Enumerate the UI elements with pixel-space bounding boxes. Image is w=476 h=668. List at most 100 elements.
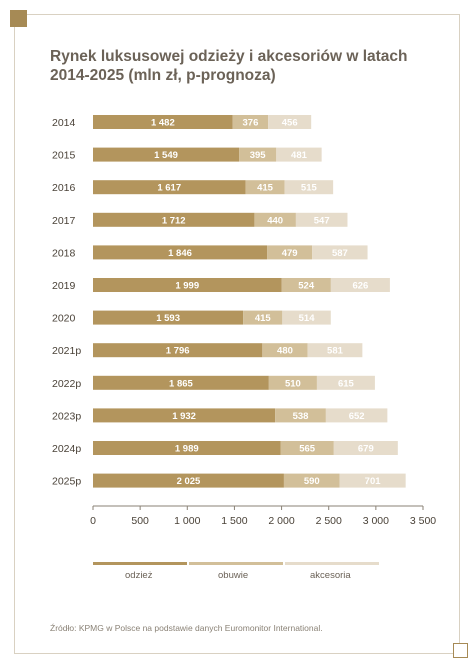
- bar-segment-1: [245, 180, 285, 195]
- bar-segment-1: [268, 375, 317, 390]
- data-label: 1 999: [175, 281, 199, 292]
- bar-segment-2: [339, 473, 406, 488]
- bar-segment-2: [325, 408, 388, 423]
- data-label: 1 617: [157, 183, 181, 194]
- data-label: 1 712: [162, 215, 186, 226]
- bar-segment-1: [283, 473, 340, 488]
- bar-segment-1: [275, 408, 326, 423]
- chart-frame: [14, 14, 460, 654]
- bar-segment-0: [93, 375, 269, 390]
- bar-segment-2: [333, 441, 398, 455]
- data-label: 456: [282, 118, 298, 129]
- bar-segment-0: [93, 212, 255, 227]
- data-label: 514: [299, 313, 316, 324]
- bar-segment-1: [267, 245, 313, 260]
- data-label: 1 846: [168, 248, 192, 259]
- bar-segment-1: [243, 310, 283, 325]
- bar-segment-0: [93, 115, 233, 129]
- bar-segment-0: [93, 180, 246, 195]
- chart-title: Rynek luksusowej odzieży i akcesoriów w …: [50, 48, 408, 84]
- bar-segment-1: [280, 441, 334, 455]
- bar-segment-1: [281, 278, 331, 292]
- corner-square-outline-decoration: [453, 643, 468, 658]
- data-label: 1 989: [175, 444, 199, 455]
- x-tick-label: 2 500: [316, 515, 342, 527]
- data-label: 1 796: [166, 346, 190, 357]
- data-label: 1 593: [156, 313, 180, 324]
- bar-segment-0: [93, 147, 240, 162]
- x-tick-label: 3 000: [363, 515, 389, 527]
- data-label: 679: [358, 444, 374, 455]
- data-label: 480: [277, 346, 293, 357]
- data-label: 652: [349, 411, 365, 422]
- x-tick-label: 1 500: [221, 515, 247, 527]
- category-label: 2017: [52, 215, 76, 227]
- corner-square-decoration: [10, 10, 27, 27]
- data-label: 1 549: [154, 150, 178, 161]
- data-label: 524: [298, 281, 315, 292]
- bar-segment-2: [330, 278, 390, 292]
- data-label: 415: [257, 183, 274, 194]
- data-label: 1 932: [172, 411, 196, 422]
- data-label: 581: [327, 346, 344, 357]
- bar-segment-2: [276, 147, 322, 162]
- bar-segment-0: [93, 245, 268, 260]
- data-label: 615: [338, 378, 355, 389]
- category-label: 2019: [52, 280, 76, 292]
- data-label: 590: [304, 476, 320, 487]
- x-tick-label: 2 000: [268, 515, 294, 527]
- x-tick-label: 500: [131, 515, 149, 527]
- category-label: 2015: [52, 150, 76, 162]
- data-label: 415: [255, 313, 272, 324]
- category-label: 2016: [52, 182, 76, 194]
- category-label: 2022p: [52, 378, 81, 390]
- legend-swatch-0: [93, 562, 187, 565]
- bar-segment-2: [307, 343, 363, 358]
- bar-segment-2: [312, 245, 368, 260]
- category-label: 2023p: [52, 410, 81, 422]
- x-tick-label: 0: [90, 515, 96, 527]
- data-label: 2 025: [177, 476, 201, 487]
- data-label: 587: [332, 248, 348, 259]
- legend-swatch-1: [189, 562, 283, 565]
- category-label: 2025p: [52, 476, 81, 488]
- bar-segment-0: [93, 310, 244, 325]
- data-label: 479: [282, 248, 298, 259]
- data-label: 701: [365, 476, 382, 487]
- category-label: 2014: [52, 117, 76, 129]
- legend-swatch-2: [285, 562, 379, 565]
- data-label: 565: [299, 444, 316, 455]
- bar-segment-1: [239, 147, 277, 162]
- bar-segment-0: [93, 408, 276, 423]
- data-label: 510: [285, 378, 301, 389]
- x-tick-label: 3 500: [410, 515, 436, 527]
- category-label: 2020: [52, 313, 76, 325]
- x-tick-label: 1 000: [174, 515, 200, 527]
- legend-label-obuwie: obuwie: [218, 570, 249, 581]
- bar-segment-0: [93, 473, 284, 488]
- bar-segment-0: [93, 278, 282, 292]
- data-label: 547: [314, 215, 330, 226]
- data-label: 515: [301, 183, 318, 194]
- bar-segment-2: [295, 212, 348, 227]
- legend-label-akcesoria: akcesoria: [310, 570, 351, 581]
- bar-segment-0: [93, 441, 281, 455]
- legend-label-odziez: odzież: [125, 570, 153, 581]
- bar-segment-2: [282, 310, 331, 325]
- data-label: 481: [291, 150, 308, 161]
- data-label: 1 482: [151, 118, 175, 129]
- data-label: 1 865: [169, 378, 193, 389]
- bar-segment-2: [284, 180, 334, 195]
- bar-segment-2: [268, 115, 312, 129]
- bar-segment-1: [232, 115, 269, 129]
- bar-segment-1: [254, 212, 296, 227]
- source-note: Źródło: KPMG w Polsce na podstawie danyc…: [50, 623, 323, 633]
- data-label: 538: [293, 411, 309, 422]
- category-label: 2021p: [52, 345, 81, 357]
- bar-segment-1: [262, 343, 308, 358]
- data-label: 395: [250, 150, 267, 161]
- bar-segment-2: [316, 375, 375, 390]
- category-label: 2024p: [52, 443, 81, 455]
- category-label: 2018: [52, 247, 76, 259]
